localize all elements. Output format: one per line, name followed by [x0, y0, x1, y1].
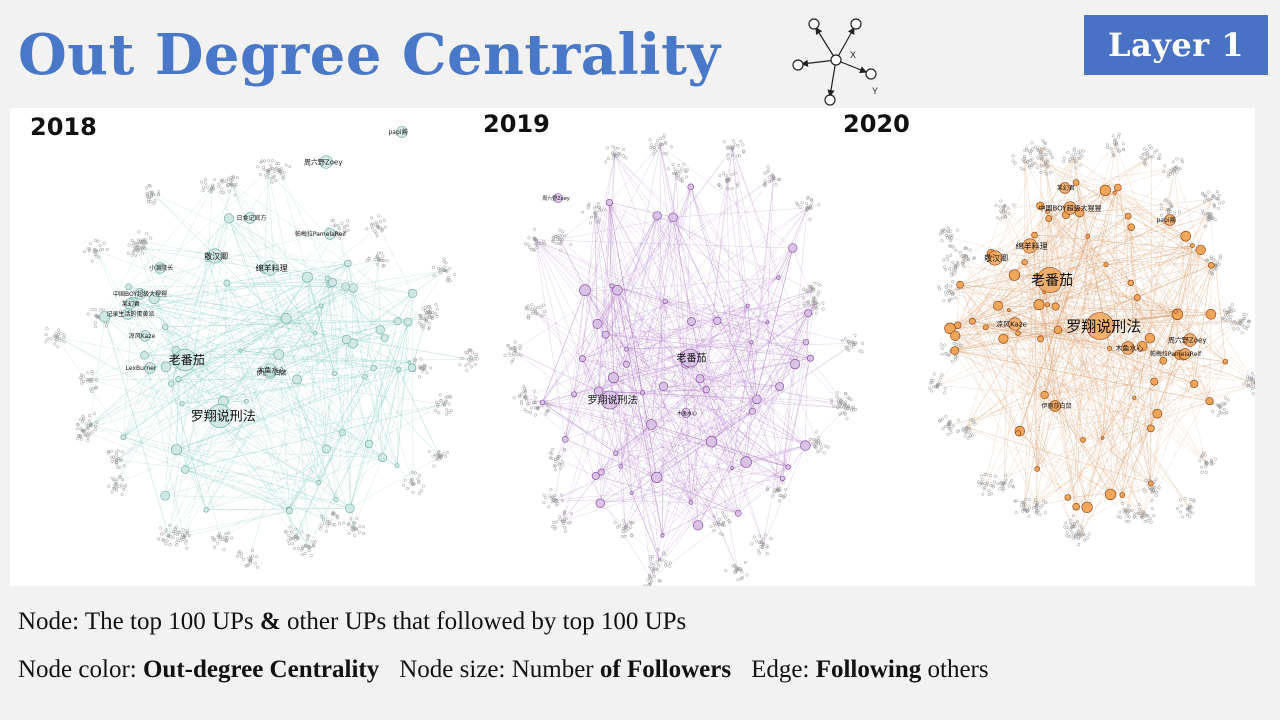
labeled-node [1049, 400, 1061, 412]
labeled-node [144, 362, 156, 374]
node-label: 罗翔说刑法 [588, 394, 638, 407]
node-label: 日食记官方 [237, 214, 267, 222]
node-label: 某幻君 [122, 300, 140, 308]
labeled-node [1063, 201, 1077, 215]
labeled-node [173, 348, 197, 372]
node-label: 绵羊料理 [1016, 241, 1048, 251]
footer-line-1: Node: The top 100 UPs & other UPs that f… [18, 608, 687, 635]
labeled-node [1121, 341, 1135, 355]
directed-graph-icon: X Y [788, 16, 884, 106]
year-label-2019: 2019 [483, 110, 550, 138]
labeled-node [600, 390, 620, 410]
node-label: 凉风Kaze [129, 332, 156, 340]
labeled-node [319, 155, 333, 169]
peripheral-clusters [503, 133, 865, 586]
labeled-node [122, 308, 134, 320]
node-label: papi酱 [1157, 216, 1176, 224]
labeled-node [1086, 312, 1114, 340]
node-label: 周六野Zoey [1168, 335, 1207, 344]
labeled-node [396, 126, 408, 138]
labeled-node [134, 288, 146, 300]
node-label: 伊丽莎白鼠 [1042, 402, 1072, 410]
node-label: papi酱 [389, 128, 408, 136]
labeled-node [680, 348, 700, 368]
hub-nodes [944, 179, 1228, 513]
labeled-node [1059, 182, 1071, 194]
node-label: 木鱼水心 [257, 365, 285, 374]
labeled-node [207, 248, 223, 264]
labeled-node [1022, 238, 1038, 254]
node-label: 中国BOY超级大猩猩 [113, 290, 167, 298]
node-label: 老番茄 [169, 353, 205, 367]
year-label-2020: 2020 [843, 110, 910, 138]
node-label: 木鱼水心 [1115, 343, 1143, 352]
labeled-node [1179, 348, 1191, 360]
node-label: 小潮院长 [149, 264, 173, 272]
network-edges [56, 169, 470, 559]
page-title: Out Degree Centrality [18, 22, 721, 88]
node-label: 敬汉卿 [984, 253, 1008, 263]
node-label: 中国BOY超级大猩猩 [1039, 203, 1102, 212]
labeled-node [1037, 267, 1063, 293]
network-panel: papi酱 周六野Zoey 日食记官方 帕梅拉PamelaReif 敬汉卿 小潮院长 绵羊料… [10, 108, 1255, 586]
labeled-node [208, 403, 233, 428]
node-label: 周六野Zoey [304, 157, 343, 166]
svg-text:X: X [850, 50, 856, 60]
labeled-node [154, 262, 166, 274]
labeled-node [1164, 214, 1176, 226]
node-label: 老番茄 [1031, 272, 1073, 289]
node-label: LexBurner [126, 365, 157, 372]
node-label: 帕梅拉PamelaReif [1150, 350, 1202, 358]
node-label: 绵羊料理 [256, 263, 288, 273]
node-label: 周六野Zoey [542, 195, 570, 202]
footer-line-2: Node color: Out-degree Centrality Node si… [18, 656, 989, 683]
labeled-node [139, 330, 151, 342]
labeled-node [987, 250, 1003, 266]
year-label-2018: 2018 [30, 113, 97, 141]
labeled-node [1183, 333, 1197, 347]
node-label: 木鱼水心 [677, 410, 697, 417]
labeled-node [681, 408, 691, 418]
labeled-node [262, 260, 278, 276]
labeled-node [244, 212, 256, 224]
node-label: 记录生活的蛋黄派 [106, 310, 154, 318]
node-label: 罗翔说刑法 [191, 410, 256, 425]
node-label: 凉风Kaze [996, 319, 1027, 328]
labeled-node [263, 363, 277, 377]
node-label: 敬汉卿 [204, 251, 228, 261]
labeled-node [1008, 317, 1022, 331]
labeled-node [553, 193, 563, 203]
node-label: 某幻君 [1057, 184, 1075, 192]
node-label: 罗翔说刑法 [1066, 317, 1141, 335]
node-label: 帕梅拉PamelaReif [295, 230, 347, 238]
layer-badge: Layer 1 [1084, 15, 1268, 75]
svg-text:Y: Y [872, 86, 878, 96]
labeled-node [324, 228, 336, 240]
node-label: 老番茄 [677, 352, 707, 365]
